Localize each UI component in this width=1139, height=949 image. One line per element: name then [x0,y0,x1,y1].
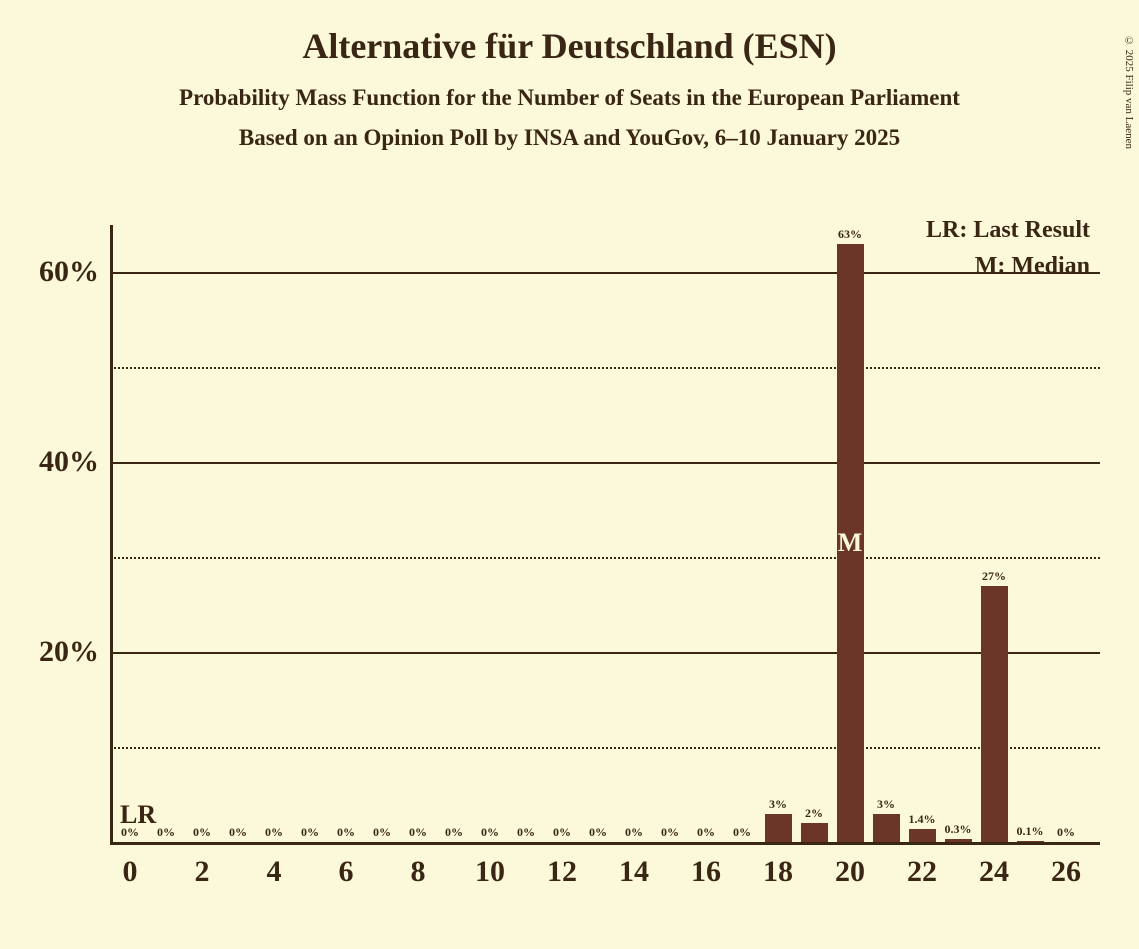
bar-value-label: 0% [409,825,427,840]
x-tick-label: 22 [907,855,937,889]
x-tick-label: 4 [267,855,282,889]
x-axis [110,842,1100,845]
gridline-major [110,272,1100,274]
y-tick-label: 60% [9,255,99,289]
gridline-major [110,462,1100,464]
bar-value-label: 0% [589,825,607,840]
bar-value-label: 0% [553,825,571,840]
x-tick-label: 2 [195,855,210,889]
bar [909,829,936,842]
bar [1017,841,1044,842]
x-tick-label: 18 [763,855,793,889]
median-marker: M [838,528,863,558]
bar-value-label: 0% [481,825,499,840]
x-tick-label: 10 [475,855,505,889]
chart-title: Alternative für Deutschland (ESN) [0,25,1139,67]
bar [873,814,900,842]
x-tick-label: 6 [339,855,354,889]
plot-region: 0% 0% 0% 0% 0% 0% 0% 0% 0% 0% 0% 0% 0% 0% 0% 0% 0% 0% 3% 2%… [110,225,1100,845]
bar-value-label: 3% [769,797,787,812]
bar [801,823,828,842]
bar-value-label: 27% [982,569,1006,584]
bar-value-label: 0% [157,825,175,840]
bar-value-label: 0% [517,825,535,840]
chart-subtitle-2: Based on an Opinion Poll by INSA and You… [0,125,1139,151]
bar-value-label: 0% [193,825,211,840]
legend-lr: LR: Last Result [926,217,1090,244]
y-tick-label: 40% [9,445,99,479]
bar-value-label: 1.4% [909,812,936,827]
x-tick-label: 14 [619,855,649,889]
bar-value-label: 0% [373,825,391,840]
bar-value-label: 63% [838,227,862,242]
bar-value-label: 0.1% [1017,824,1044,839]
bar-value-label: 0% [301,825,319,840]
bar-value-label: 0% [697,825,715,840]
legend-m: M: Median [975,253,1090,280]
chart-area: 0% 0% 0% 0% 0% 0% 0% 0% 0% 0% 0% 0% 0% 0% 0% 0% 0% 0% 3% 2%… [110,225,1110,845]
copyright-text: © 2025 Filip van Laenen [1123,35,1135,149]
bar [945,839,972,842]
x-tick-label: 16 [691,855,721,889]
x-tick-label: 24 [979,855,1009,889]
bar-value-label: 3% [877,797,895,812]
bar-value-label: 0% [445,825,463,840]
bar-value-label: 0% [625,825,643,840]
gridline-minor [110,557,1100,559]
x-tick-label: 20 [835,855,865,889]
bar-value-label: 0% [661,825,679,840]
x-tick-label: 8 [411,855,426,889]
y-axis [110,225,113,845]
bar-value-label: 0% [265,825,283,840]
chart-subtitle-1: Probability Mass Function for the Number… [0,85,1139,111]
x-tick-label: 12 [547,855,577,889]
x-tick-label: 0 [123,855,138,889]
lr-marker: LR [120,800,156,830]
bar [981,586,1008,842]
bar-value-label: 0% [733,825,751,840]
bar-value-label: 0% [1057,825,1075,840]
bar-value-label: 2% [805,806,823,821]
gridline-minor [110,367,1100,369]
gridline-minor [110,747,1100,749]
gridline-major [110,652,1100,654]
y-tick-label: 20% [9,635,99,669]
bar [765,814,792,842]
bar-value-label: 0% [229,825,247,840]
bar-value-label: 0.3% [945,822,972,837]
x-tick-label: 26 [1051,855,1081,889]
bar-value-label: 0% [337,825,355,840]
